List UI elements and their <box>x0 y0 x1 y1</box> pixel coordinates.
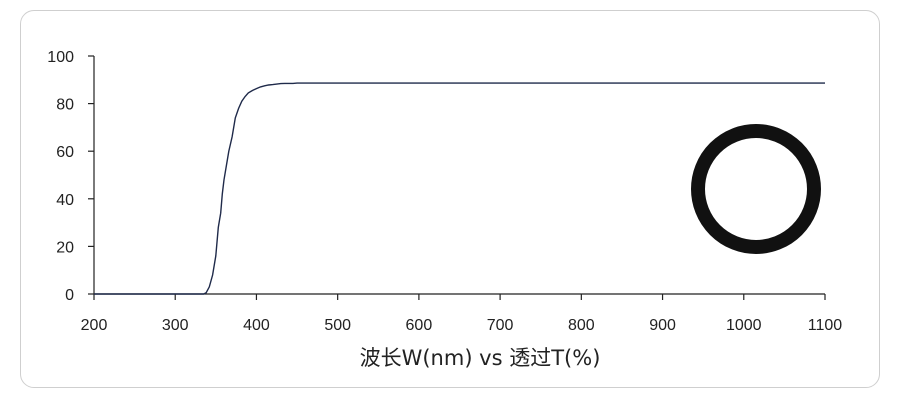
x-ticks: 200 300 400 500 600 700 800 900 1000 1100 <box>81 294 843 334</box>
transmission-line <box>94 82 825 295</box>
x-tick-label: 600 <box>406 317 433 334</box>
x-tick-label: 300 <box>162 317 189 334</box>
y-tick-label: 60 <box>56 144 74 161</box>
x-tick-label: 400 <box>243 317 270 334</box>
x-tick-label: 900 <box>649 317 676 334</box>
x-tick-label: 800 <box>568 317 595 334</box>
ring-icon <box>691 124 821 254</box>
x-tick-label: 1100 <box>808 317 843 334</box>
y-tick-label: 0 <box>65 287 74 304</box>
chart-card <box>20 10 880 388</box>
x-tick-label: 200 <box>81 317 108 334</box>
y-tick-label: 20 <box>56 239 74 256</box>
y-tick-label: 40 <box>56 192 74 209</box>
x-tick-label: 500 <box>324 317 351 334</box>
x-tick-label: 1000 <box>726 317 762 334</box>
axes <box>93 56 825 295</box>
y-ticks: 0 20 40 60 80 100 <box>47 49 94 304</box>
x-axis-title: 波长W(nm) vs 透过T(%) <box>360 346 601 370</box>
x-tick-label: 700 <box>487 317 514 334</box>
y-tick-label: 80 <box>56 97 74 114</box>
y-tick-label: 100 <box>47 49 74 66</box>
